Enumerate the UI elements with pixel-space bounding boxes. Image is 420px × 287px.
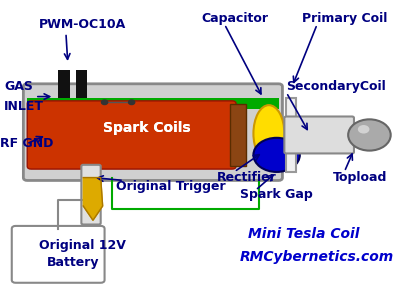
Bar	[230, 104, 246, 166]
Bar	[286, 98, 296, 172]
Bar	[76, 70, 87, 98]
FancyBboxPatch shape	[284, 117, 354, 154]
Circle shape	[102, 100, 108, 104]
Polygon shape	[83, 178, 102, 220]
Text: Original 12V: Original 12V	[39, 239, 126, 252]
Text: Spark Coils: Spark Coils	[102, 121, 190, 135]
FancyBboxPatch shape	[27, 101, 236, 169]
Text: Original Trigger: Original Trigger	[116, 180, 226, 193]
Text: RF GND: RF GND	[0, 137, 53, 150]
Circle shape	[129, 100, 135, 104]
Text: GAS: GAS	[4, 80, 33, 93]
Text: RMCybernetics.com: RMCybernetics.com	[240, 250, 394, 264]
FancyBboxPatch shape	[12, 226, 105, 283]
Circle shape	[358, 125, 370, 133]
Text: PWM-OC10A: PWM-OC10A	[39, 18, 126, 31]
Text: Topload: Topload	[333, 171, 387, 184]
Text: Primary Coil: Primary Coil	[302, 12, 387, 25]
Text: SecondaryCoil: SecondaryCoil	[286, 80, 386, 93]
Text: Mini Tesla Coil: Mini Tesla Coil	[248, 228, 359, 241]
FancyBboxPatch shape	[81, 165, 101, 224]
Text: Capacitor: Capacitor	[201, 12, 268, 25]
Bar	[27, 98, 278, 109]
Text: Battery: Battery	[47, 256, 99, 269]
Bar	[58, 70, 70, 98]
Circle shape	[253, 138, 300, 172]
FancyBboxPatch shape	[24, 84, 282, 181]
Text: Spark Coils: Spark Coils	[102, 121, 190, 135]
Text: INLET: INLET	[4, 100, 44, 113]
Ellipse shape	[253, 105, 284, 162]
Text: Rectifier: Rectifier	[217, 171, 276, 184]
Text: Spark Gap: Spark Gap	[240, 188, 312, 201]
Circle shape	[348, 119, 391, 151]
